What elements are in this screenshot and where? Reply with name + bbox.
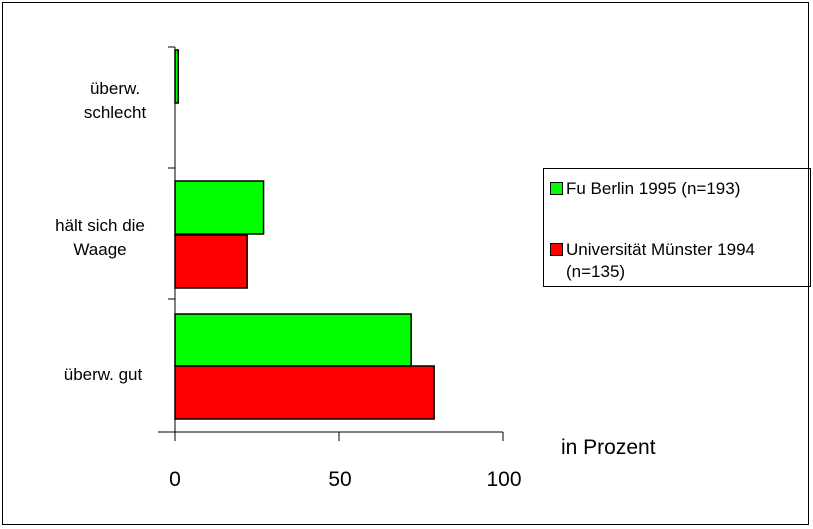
bar-muenster-2: [174, 365, 435, 420]
category-label-good: überw. gut: [63, 365, 143, 384]
bar-berlin-2: [174, 313, 412, 367]
legend-swatch-berlin: [550, 182, 563, 195]
legend-label-muenster: Universität Münster 1994 (n=135): [566, 240, 755, 281]
bar-berlin-1: [174, 180, 265, 235]
legend-swatch-muenster: [550, 243, 563, 256]
legend-item-muenster: Universität Münster 1994 (n=135): [550, 239, 806, 283]
category-label-balanced: hält sich die Waage: [55, 216, 145, 259]
x-tick-label-50: 50: [328, 468, 352, 491]
x-axis-label: in Prozent: [561, 436, 656, 459]
category-label-bad: überw. schlecht: [83, 79, 147, 122]
legend-label-berlin: Fu Berlin 1995 (n=193): [566, 179, 741, 198]
legend-item-berlin: Fu Berlin 1995 (n=193): [550, 178, 806, 200]
bar-berlin-0: [174, 49, 180, 104]
x-tick-label-100: 100: [486, 468, 522, 491]
bar-muenster-1: [174, 234, 248, 289]
legend: Fu Berlin 1995 (n=193) Universität Münst…: [543, 168, 811, 287]
x-tick-label-0: 0: [169, 468, 181, 491]
